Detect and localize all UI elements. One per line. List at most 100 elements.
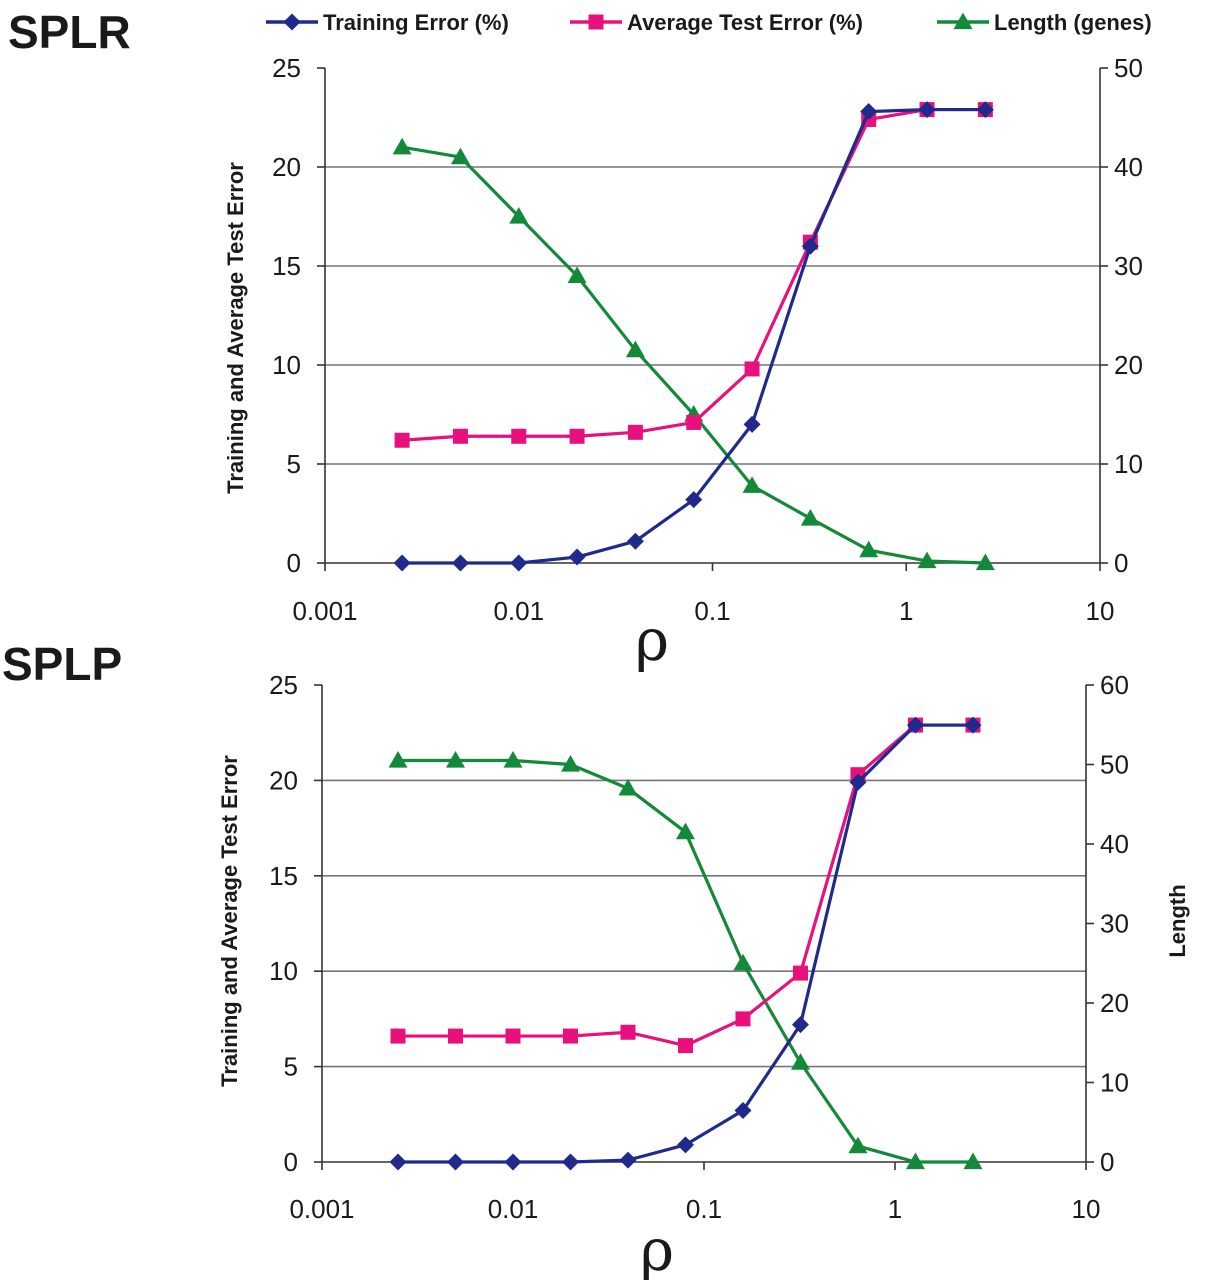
data-point-length [560,755,580,772]
data-point-test [448,1028,464,1044]
legend-marker [283,13,301,31]
y2-tick-label: 20 [1114,350,1143,380]
data-point-training [964,716,982,734]
data-point-training [393,554,411,572]
data-point-length [625,340,645,358]
series-line-length [398,758,973,1164]
y-tick-label: 0 [287,548,301,578]
data-point-test [735,1011,751,1027]
y2-tick-label: 30 [1114,251,1143,281]
data-point-training [561,1153,579,1171]
data-point-training [451,554,469,572]
legend-marker [588,14,604,30]
legend-item-training: Training Error (%) [266,10,509,35]
data-point-length [618,778,638,796]
legend-marker [953,12,973,30]
data-point-training [976,101,994,119]
series-test [390,717,981,1054]
data-point-test [620,1024,636,1040]
y2-axis-title: Length [1165,884,1190,957]
data-point-training [685,491,703,509]
data-point-length [742,476,762,493]
data-point-length [975,553,995,571]
data-point-length [733,953,753,971]
y2-tick-label: 10 [1114,449,1143,479]
series-training [393,101,994,572]
y-tick-label: 15 [269,861,298,891]
x-axis-title: ρ [635,606,669,674]
y-tick-label: 20 [269,765,298,795]
data-point-length [388,751,408,768]
legend-label: Average Test Error (%) [627,10,863,35]
y-axis-title: Training and Average Test Error [223,162,248,494]
data-point-length [392,137,412,155]
data-point-training [906,716,924,734]
y2-tick-label: 0 [1114,548,1128,578]
x-tick-label: 0.1 [686,1194,722,1224]
data-point-length [963,1152,983,1170]
data-point-length [917,551,937,569]
data-point-test [452,428,468,444]
x-tick-label: 1 [899,596,913,626]
panel-title: SPLR [8,6,131,58]
data-point-length [567,266,587,284]
data-point-length [509,207,529,224]
data-point-training [389,1153,407,1171]
legend-item-test: Average Test Error (%) [570,10,863,35]
data-point-training [626,532,644,550]
data-point-training [734,1101,752,1119]
y-tick-label: 10 [269,956,298,986]
y2-tick-label: 30 [1100,909,1129,939]
data-point-test [394,432,410,448]
data-point-test [677,1038,693,1054]
data-point-training [568,548,586,566]
data-point-training [801,237,819,255]
data-point-length [450,147,470,165]
data-point-length [503,751,523,768]
data-point-training [676,1136,694,1154]
y-tick-label: 20 [272,152,301,182]
data-point-test [686,414,702,430]
series-length [388,751,983,1170]
data-point-test [505,1028,521,1044]
y-axis-title: Training and Average Test Error [217,755,242,1087]
data-point-training [849,773,867,791]
data-point-training [743,415,761,433]
chart-splr: SPLR 0 5 10 15 20 25 0 10 20 30 40 50 0.001 0.01 0.1 1 10… [8,6,1208,674]
data-point-training [510,554,528,572]
y-tick-label: 5 [287,449,301,479]
legend-item-length: Length (genes) [937,10,1152,35]
y2-tick-label: 40 [1100,829,1129,859]
y2-tick-label: 50 [1114,53,1143,83]
data-point-training [860,103,878,121]
series-training [389,716,982,1171]
data-point-test [792,965,808,981]
data-point-length [905,1152,925,1170]
y-tick-label: 25 [272,53,301,83]
series-line-test [401,107,986,442]
data-point-training [504,1153,522,1171]
data-point-test [744,361,760,377]
data-point-test [569,428,585,444]
data-point-training [619,1151,637,1169]
y2-tick-label: 10 [1100,1068,1129,1098]
x-tick-label: 0.001 [292,596,357,626]
series-line-training [398,723,973,1164]
y2-tick-label: 20 [1100,988,1129,1018]
y-tick-label: 0 [284,1147,298,1177]
series-line-test [398,723,973,1048]
y-tick-label: 25 [269,670,298,700]
data-point-test [511,428,527,444]
x-tick-label: 0.01 [493,596,544,626]
data-point-length [790,1053,810,1070]
y2-axis-title: Length [1205,278,1208,351]
x-tick-label: 0.01 [488,1194,539,1224]
data-point-training [447,1153,465,1171]
data-point-length [848,1136,868,1154]
legend-label: Length (genes) [994,10,1152,35]
legend-label: Training Error (%) [323,10,509,35]
data-point-length [675,822,695,840]
x-tick-label: 10 [1072,1194,1101,1224]
series-length [392,137,995,571]
